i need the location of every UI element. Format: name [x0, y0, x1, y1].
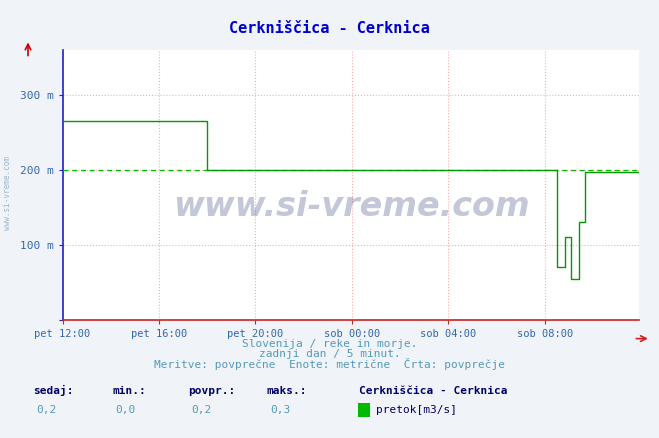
Text: Slovenija / reke in morje.: Slovenija / reke in morje.: [242, 339, 417, 349]
Text: 0,3: 0,3: [270, 405, 291, 414]
Text: maks.:: maks.:: [267, 386, 307, 396]
Text: sedaj:: sedaj:: [33, 385, 73, 396]
Text: Meritve: povprečne  Enote: metrične  Črta: povprečje: Meritve: povprečne Enote: metrične Črta:…: [154, 358, 505, 370]
Text: 0,2: 0,2: [36, 405, 57, 414]
Text: 0,2: 0,2: [191, 405, 212, 414]
Text: pretok[m3/s]: pretok[m3/s]: [376, 405, 457, 414]
Text: Cerkniščica - Cerknica: Cerkniščica - Cerknica: [229, 21, 430, 36]
Text: www.si-vreme.com: www.si-vreme.com: [3, 156, 13, 230]
Text: zadnji dan / 5 minut.: zadnji dan / 5 minut.: [258, 349, 401, 359]
Text: Cerkniščica - Cerknica: Cerkniščica - Cerknica: [359, 386, 507, 396]
Text: povpr.:: povpr.:: [188, 386, 235, 396]
Text: www.si-vreme.com: www.si-vreme.com: [173, 190, 529, 223]
Text: 0,0: 0,0: [115, 405, 136, 414]
Text: min.:: min.:: [112, 386, 146, 396]
